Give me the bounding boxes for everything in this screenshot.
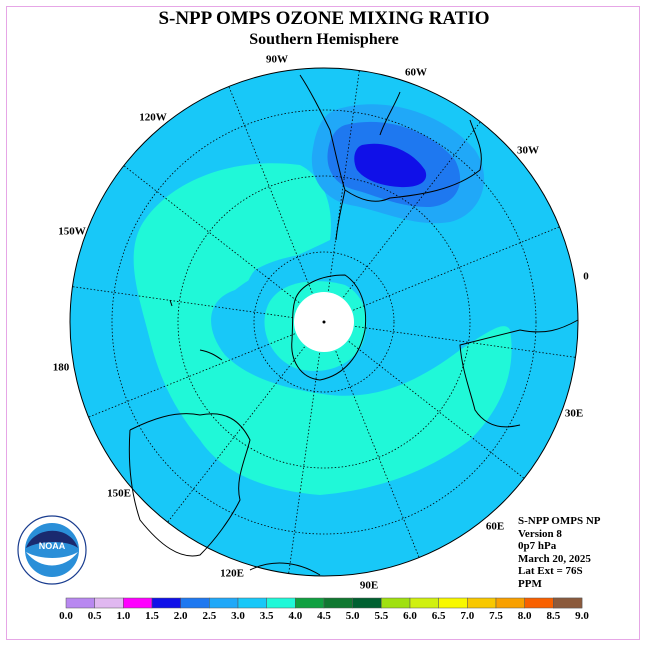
longitude-label: 150E bbox=[107, 488, 131, 500]
map-subtitle: Southern Hemisphere bbox=[249, 31, 399, 48]
info-instrument: S-NPP OMPS NP bbox=[518, 515, 601, 527]
info-pressure: 0p7 hPa bbox=[518, 540, 557, 552]
contour-3.5-outer-band bbox=[133, 163, 512, 496]
info-version: Version 8 bbox=[518, 527, 562, 540]
colorbar-tick-label: 2.0 bbox=[174, 610, 188, 622]
meridian-line bbox=[323, 321, 525, 479]
longitude-labels: 90W 60W 30W 0 30E 60E 90E 120E 150E 180 150W 120W bbox=[53, 54, 590, 592]
colorbar-tick-label: 8.0 bbox=[518, 610, 532, 622]
colorbar-swatch bbox=[209, 597, 239, 609]
colorbar-tick-label: 6.0 bbox=[403, 610, 417, 622]
colorbar-tick-label: 0.0 bbox=[59, 610, 73, 622]
longitude-label: 60W bbox=[405, 67, 427, 79]
colorbar-tick-label: 5.0 bbox=[346, 610, 360, 622]
meridian-line bbox=[323, 121, 481, 323]
colorbar-tick-label: 2.5 bbox=[202, 610, 216, 622]
colorbar-tick-label: 0.5 bbox=[88, 610, 102, 622]
meridian-lines bbox=[72, 70, 576, 574]
colorbar-swatch bbox=[524, 597, 554, 609]
meridian-line bbox=[323, 321, 576, 358]
colorbar-swatch bbox=[467, 597, 497, 609]
meridian-line bbox=[72, 286, 325, 323]
colorbar-swatch bbox=[180, 597, 210, 609]
colorbar-swatch bbox=[323, 597, 353, 609]
info-units: PPM bbox=[518, 577, 542, 590]
latitude-circle-3 bbox=[111, 109, 537, 535]
colorbar-swatch bbox=[352, 597, 382, 609]
longitude-label: 90E bbox=[360, 580, 378, 592]
colorbar-swatch bbox=[438, 597, 468, 609]
latitude-circle-1 bbox=[253, 251, 395, 393]
colorbar-swatch bbox=[123, 597, 153, 609]
colorbar: 0.0 0.5 1.0 1.5 2.0 2.5 3.0 3.5 4.0 4.5 5.0 5.5 6.0 6… bbox=[59, 597, 589, 622]
south-america-coast bbox=[299, 74, 482, 241]
colorbar-swatch bbox=[295, 597, 325, 609]
colorbar-swatch bbox=[94, 597, 124, 609]
longitude-label: 30W bbox=[517, 145, 539, 157]
colorbar-tick-label: 4.5 bbox=[317, 610, 331, 622]
info-date: March 20, 2025 bbox=[518, 552, 591, 565]
logo-bird bbox=[26, 530, 78, 548]
coastlines bbox=[128, 74, 579, 576]
map-title: S-NPP OMPS OZONE MIXING RATIO bbox=[158, 8, 490, 29]
figure-frame bbox=[6, 6, 640, 640]
colorbar-swatch bbox=[151, 597, 181, 609]
longitude-label: 30E bbox=[565, 408, 583, 420]
colorbar-tick-label: 7.5 bbox=[489, 610, 503, 622]
longitude-label: 180 bbox=[53, 362, 70, 374]
colorbar-swatch bbox=[237, 597, 267, 609]
info-panel: S-NPP OMPS NP Version 8 0p7 hPa March 20… bbox=[518, 515, 601, 590]
pole-marker bbox=[322, 320, 326, 324]
colorbar-swatch bbox=[65, 597, 95, 609]
map-border bbox=[69, 67, 579, 577]
africa-coast bbox=[459, 319, 579, 428]
longitude-label: 120E bbox=[220, 568, 244, 580]
meridian-line bbox=[323, 70, 360, 323]
colorbar-swatch bbox=[495, 597, 525, 609]
colorbar-tick-label: 1.5 bbox=[145, 610, 159, 622]
colorbar-tick-label: 9.0 bbox=[575, 610, 589, 622]
meridian-line bbox=[323, 226, 560, 323]
ozone-field bbox=[70, 68, 578, 576]
meridian-line bbox=[123, 165, 325, 323]
colorbar-tick-label: 5.5 bbox=[374, 610, 388, 622]
australia-coast bbox=[128, 413, 251, 557]
colorbar-swatch bbox=[266, 597, 296, 609]
meridian-line bbox=[88, 321, 325, 418]
logo-text: NOAA bbox=[39, 541, 66, 551]
graticule bbox=[72, 70, 576, 574]
colorbar-tick-label: 6.5 bbox=[432, 610, 446, 622]
colorbar-tick-label: 3.5 bbox=[260, 610, 274, 622]
meridian-line bbox=[288, 321, 325, 574]
colorbar-swatch bbox=[409, 597, 439, 609]
colorbar-tick-label: 7.0 bbox=[460, 610, 474, 622]
longitude-label: 90W bbox=[266, 54, 288, 66]
contour-1.5-minimum bbox=[354, 143, 427, 188]
colorbar-tick-label: 3.0 bbox=[231, 610, 245, 622]
asia-coast bbox=[249, 562, 321, 576]
longitude-label: 150W bbox=[58, 226, 86, 238]
colorbar-tick-label: 8.5 bbox=[546, 610, 560, 622]
colorbar-swatch bbox=[381, 597, 411, 609]
antarctica-coast bbox=[291, 274, 367, 381]
new-zealand-coast bbox=[169, 299, 223, 361]
info-lat-ext: Lat Ext = 76S bbox=[518, 565, 583, 577]
colorbar-swatch bbox=[553, 597, 583, 609]
longitude-label: 60E bbox=[486, 521, 504, 533]
colorbar-tick-label: 4.0 bbox=[288, 610, 302, 622]
meridian-line bbox=[167, 321, 325, 523]
meridian-line bbox=[323, 321, 420, 558]
meridian-line bbox=[228, 86, 325, 323]
logo-wave bbox=[26, 552, 78, 566]
colorbar-tick-label: 1.0 bbox=[116, 610, 130, 622]
latitude-circle-2 bbox=[177, 175, 471, 469]
longitude-label: 0 bbox=[583, 271, 589, 283]
longitude-label: 120W bbox=[139, 112, 167, 124]
noaa-logo: NOAA bbox=[17, 515, 87, 585]
